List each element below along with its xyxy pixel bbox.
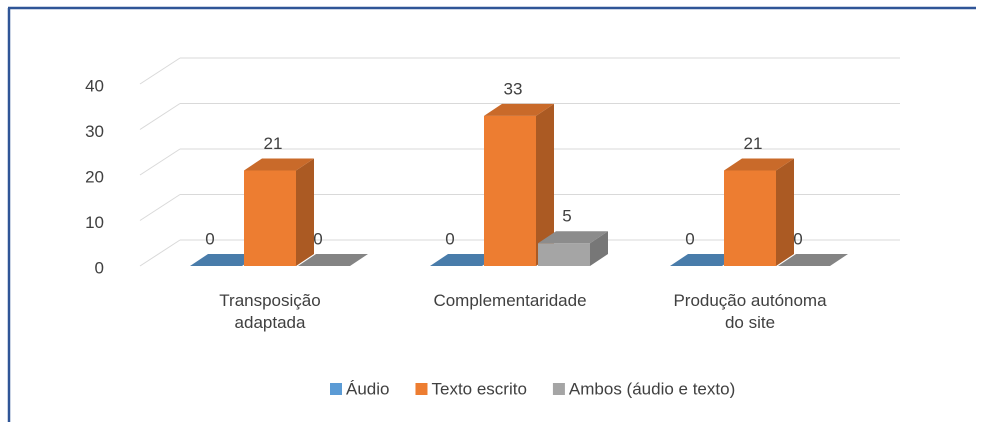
bar — [484, 103, 554, 266]
bar-top — [298, 254, 368, 266]
bar — [724, 158, 794, 266]
grid-line — [139, 239, 181, 267]
bar — [298, 254, 368, 266]
legend-label: Áudio — [346, 379, 389, 398]
data-label: 0 — [793, 229, 802, 248]
data-label: 21 — [744, 134, 763, 153]
x-tick-label: Transposição adaptada — [219, 291, 321, 332]
bar — [430, 254, 500, 266]
grid-line — [139, 148, 181, 176]
y-tick-label: 40 — [85, 76, 104, 95]
bar-side — [296, 158, 314, 266]
bar-side — [536, 103, 554, 266]
legend-label: Texto escrito — [431, 379, 526, 398]
data-label: 0 — [313, 229, 322, 248]
bar-top — [430, 254, 500, 266]
bar-front — [484, 115, 536, 266]
grid-line — [139, 194, 181, 221]
legend-swatch — [330, 383, 342, 395]
bar-front — [724, 170, 776, 266]
data-label: 5 — [562, 207, 571, 226]
legend-label: Ambos (áudio e texto) — [569, 379, 735, 398]
bar-side — [590, 231, 608, 266]
bar-front — [538, 243, 590, 266]
bar — [190, 254, 260, 266]
data-label: 33 — [504, 79, 523, 98]
grid-line — [139, 103, 181, 130]
grid-line — [139, 57, 181, 85]
bar-top — [670, 254, 740, 266]
y-tick-label: 20 — [85, 167, 104, 186]
x-tick-label: Complementaridade — [433, 291, 587, 310]
bar-top — [244, 158, 314, 171]
bar-top — [538, 231, 608, 244]
legend-swatch — [415, 383, 428, 395]
bar — [244, 158, 314, 266]
data-label: 0 — [205, 229, 214, 248]
bar-top — [778, 254, 848, 266]
y-tick-label: 10 — [85, 213, 104, 232]
bar — [538, 231, 608, 266]
bar-front — [244, 170, 296, 266]
bar-top — [724, 158, 794, 171]
data-label: 0 — [685, 229, 694, 248]
data-label: 0 — [445, 229, 454, 248]
y-tick-label: 30 — [85, 122, 104, 141]
y-tick-label: 0 — [95, 258, 104, 277]
bar-top — [484, 103, 554, 116]
x-tick-label: Produção autónoma do site — [673, 291, 827, 332]
bar — [670, 254, 740, 266]
legend-swatch — [552, 383, 565, 395]
bar — [778, 254, 848, 266]
bar-side — [776, 158, 794, 266]
bar-top — [190, 254, 260, 266]
data-label: 21 — [264, 134, 283, 153]
